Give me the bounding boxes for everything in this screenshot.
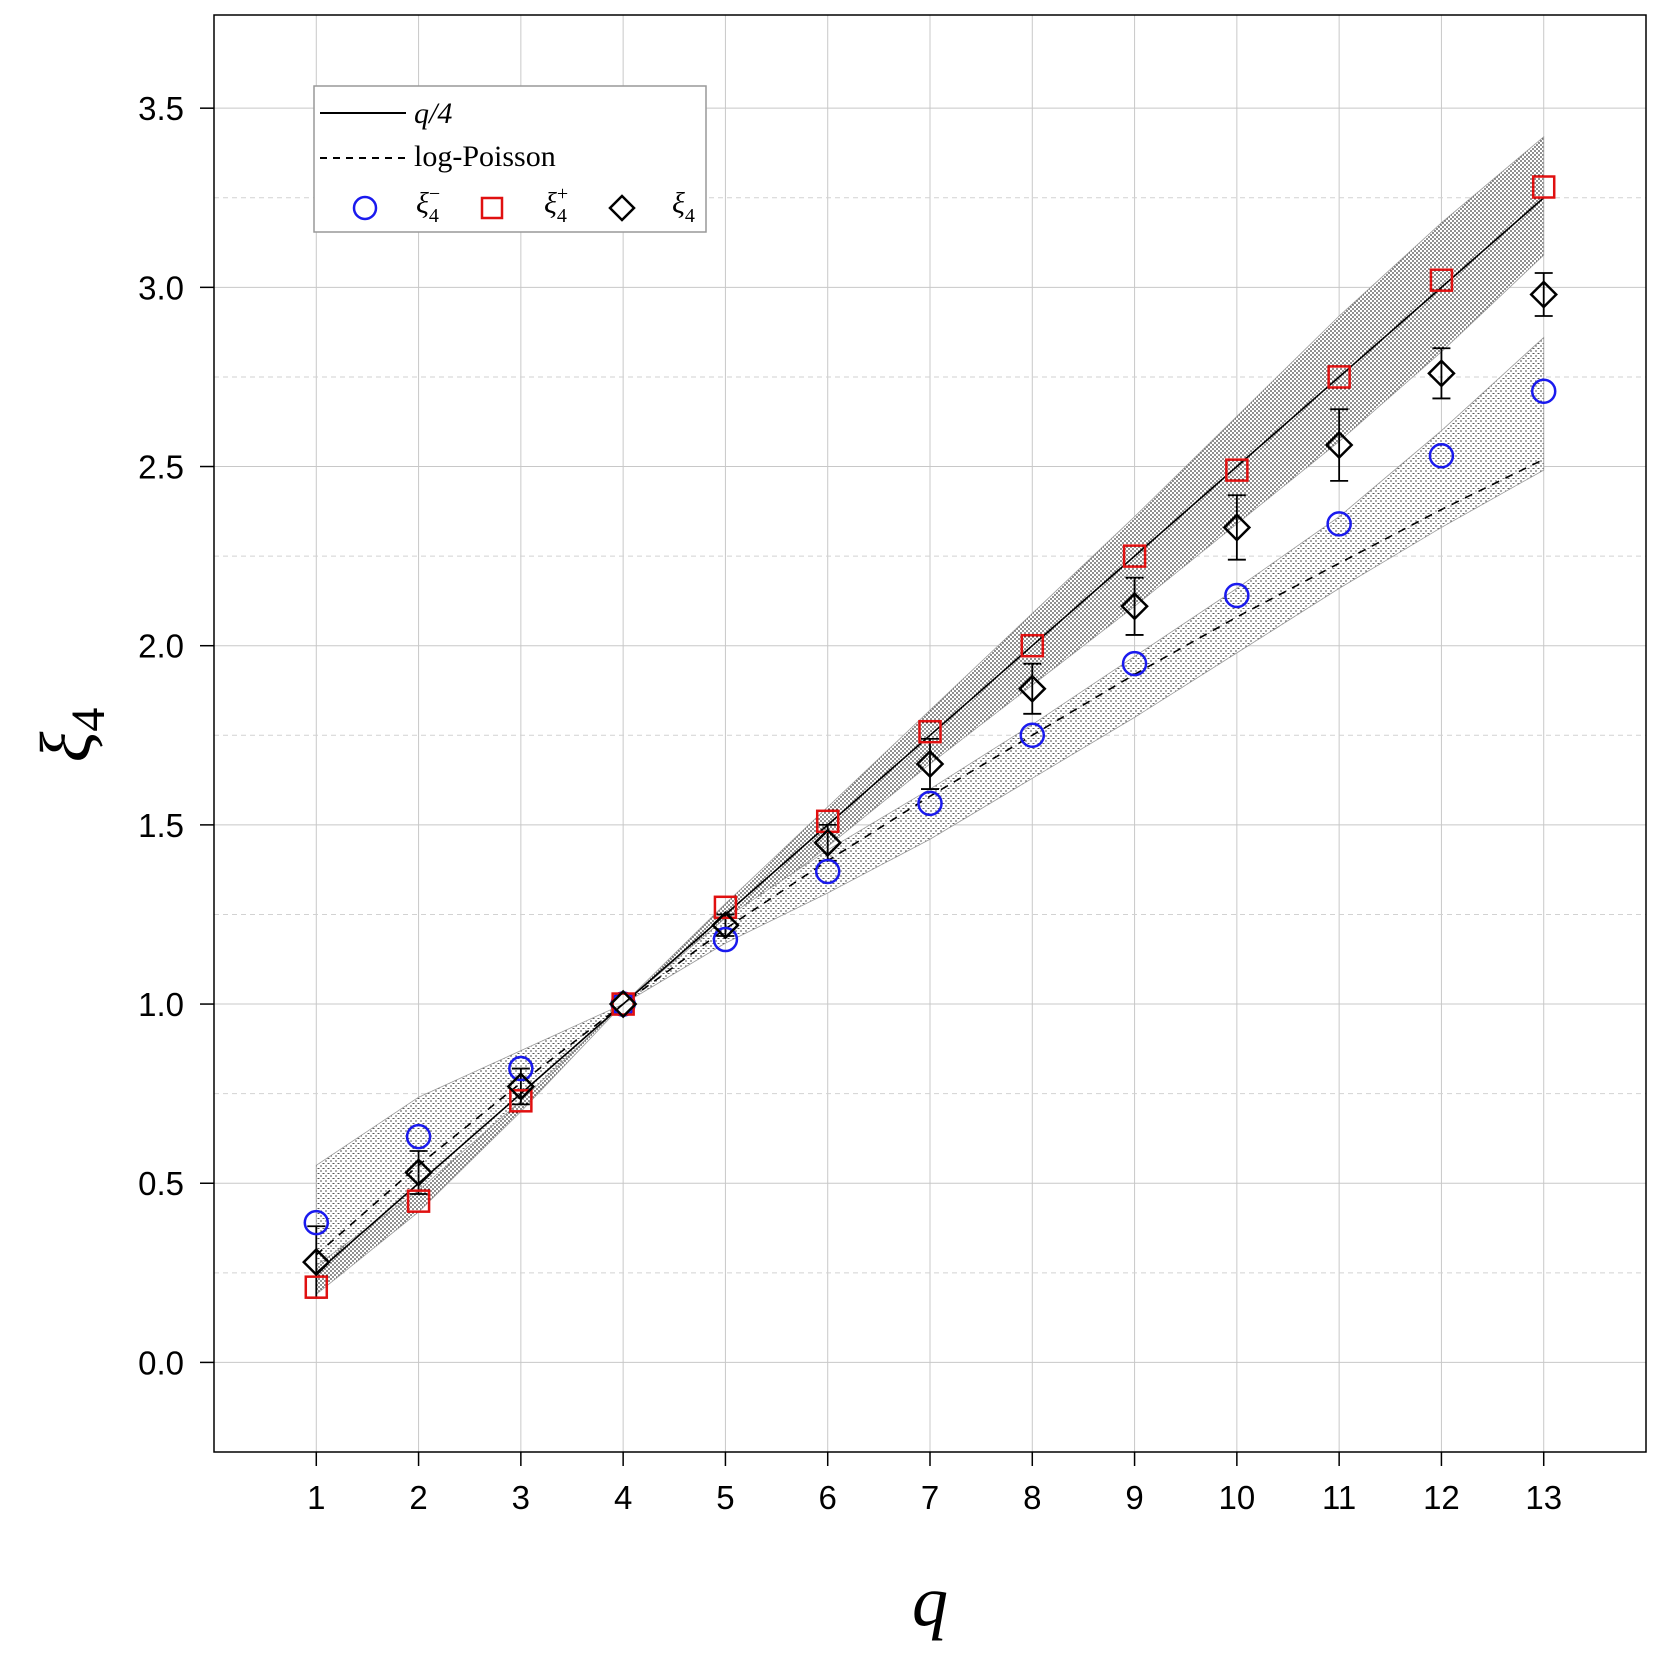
data-point-diamond — [1427, 359, 1456, 388]
x-axis-title: q — [912, 1561, 948, 1641]
data-markers — [302, 175, 1558, 1299]
y-tick-label: 3.5 — [138, 90, 184, 127]
data-point-diamond — [404, 1158, 433, 1187]
data-point-diamond — [1324, 430, 1354, 460]
data-point-square — [611, 992, 635, 1016]
data-point-circle — [405, 1123, 432, 1150]
data-point-square — [918, 719, 942, 744]
data-point-square — [1122, 544, 1147, 568]
data-point-square — [304, 1275, 329, 1299]
data-point-circle — [1121, 650, 1148, 677]
data-point-square — [509, 1089, 533, 1113]
legend-label-xi-plus: ξ4+ — [544, 183, 568, 227]
data-point-diamond — [1222, 513, 1252, 542]
data-point-diamond — [711, 910, 740, 940]
x-tick-label: 5 — [716, 1479, 734, 1516]
y-tick-label: 1.5 — [138, 807, 184, 844]
y-tick-label: 2.5 — [138, 449, 184, 486]
svg-text:ξ4: ξ4 — [26, 708, 115, 763]
x-tick-label: 3 — [512, 1479, 530, 1516]
data-point-square — [1020, 633, 1045, 658]
data-point-circle — [1428, 443, 1455, 469]
y-tick-label: 1.0 — [138, 986, 184, 1023]
legend-marker-square — [480, 196, 504, 220]
data-point-circle — [508, 1055, 534, 1082]
data-point-circle — [1326, 511, 1352, 537]
x-tick-label: 6 — [819, 1479, 837, 1516]
x-tick-label: 4 — [614, 1479, 632, 1516]
log-poisson-line — [315, 458, 1545, 1256]
y-axis-title-subscript: 4 — [62, 708, 115, 732]
data-point-circle — [1019, 722, 1046, 749]
x-tick-label: 1 — [307, 1479, 325, 1516]
data-point-square — [1531, 175, 1556, 199]
legend-label-xi: ξ4 — [672, 187, 695, 227]
x-tick-label: 13 — [1525, 1479, 1562, 1516]
legend-marker-circle — [352, 195, 378, 221]
data-point-diamond — [1120, 592, 1149, 621]
axis-ticks: 1 2 3 4 5 6 7 8 9 10 11 12 130.00.51.01.52.02.53.03.… — [138, 90, 1562, 1516]
x-tick-label: 2 — [409, 1479, 427, 1516]
y-tick-label: 0.0 — [138, 1344, 184, 1381]
data-point-diamond — [1529, 280, 1558, 309]
data-point-circle — [1530, 378, 1557, 405]
legend-label-q4: q/4 — [414, 97, 452, 130]
x-tick-label: 7 — [921, 1479, 939, 1516]
y-tick-label: 3.0 — [138, 269, 184, 306]
x-tick-label: 11 — [1322, 1479, 1356, 1516]
legend: q/4 log-Poisson ξ4− ξ4+ ξ4 — [313, 85, 707, 233]
y-tick-label: 2.0 — [138, 628, 184, 665]
data-point-square — [1429, 268, 1454, 292]
data-point-circle — [712, 926, 739, 953]
data-point-diamond — [608, 989, 638, 1019]
data-point-circle — [814, 858, 841, 885]
data-point-square — [1225, 458, 1249, 482]
y-tick-label: 0.5 — [138, 1165, 184, 1202]
x-tick-label: 9 — [1125, 1479, 1143, 1516]
error-bars — [307, 272, 1553, 1299]
data-point-square — [713, 895, 738, 920]
legend-label-log-poisson: log-Poisson — [414, 140, 556, 173]
legend-marker-diamond — [608, 194, 636, 222]
legend-label-xi-minus: ξ4− — [416, 183, 440, 227]
data-point-circle — [917, 790, 943, 817]
data-point-square — [406, 1189, 431, 1213]
x-tick-label: 10 — [1218, 1479, 1255, 1516]
data-point-diamond — [1018, 674, 1047, 703]
data-point-diamond — [506, 1072, 536, 1101]
data-point-diamond — [302, 1247, 331, 1277]
legend-box — [313, 85, 707, 233]
x-tick-label: 8 — [1023, 1479, 1041, 1516]
data-point-circle — [1224, 582, 1250, 609]
confidence-band — [315, 336, 1545, 1267]
x-tick-label: 12 — [1423, 1479, 1460, 1516]
data-point-square — [1327, 365, 1351, 389]
y-axis-title-symbol: ξ — [26, 731, 106, 762]
y-axis-title: ξ4 — [26, 708, 115, 763]
data-point-circle — [303, 1209, 330, 1236]
data-point-diamond — [813, 828, 842, 858]
data-point-diamond — [915, 749, 945, 779]
confidence-bands — [315, 135, 1545, 1296]
